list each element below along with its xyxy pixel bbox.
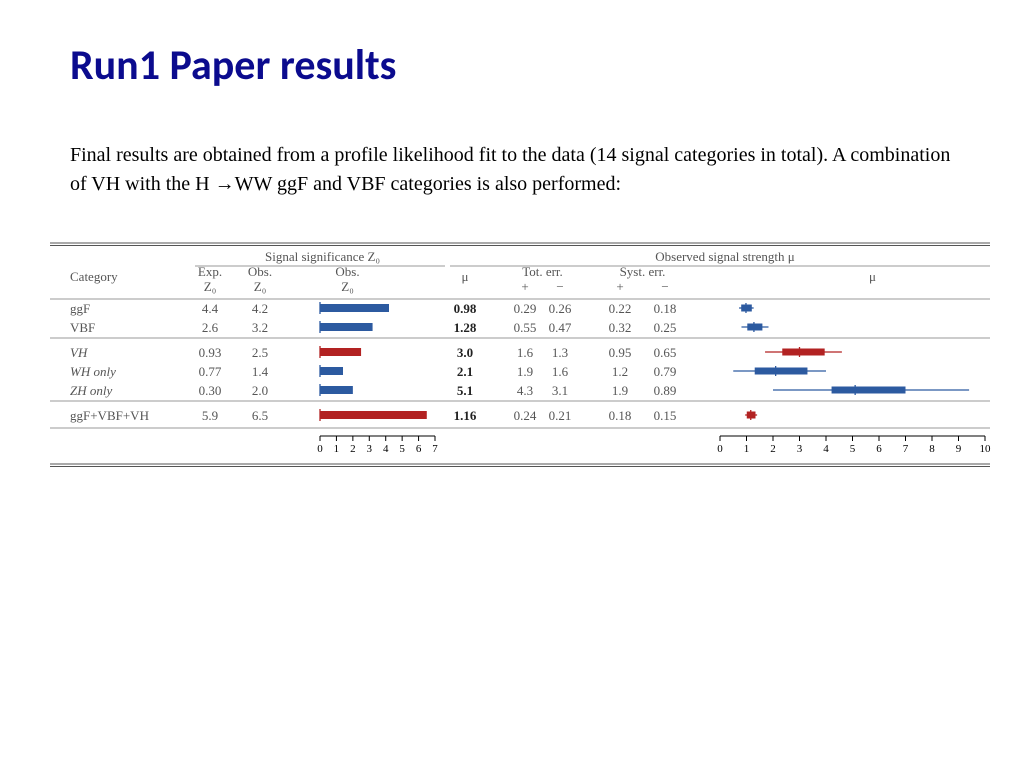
svg-text:0.98: 0.98 [454,301,477,316]
svg-text:0.18: 0.18 [609,408,632,423]
svg-text:6: 6 [876,443,882,455]
svg-text:3.1: 3.1 [552,383,568,398]
svg-text:0.89: 0.89 [654,383,677,398]
svg-text:5: 5 [399,443,405,455]
svg-text:VH: VH [70,345,88,360]
svg-text:0.79: 0.79 [654,364,677,379]
svg-text:−: − [661,279,668,294]
svg-text:0.32: 0.32 [609,320,632,335]
svg-text:Syst. err.: Syst. err. [620,264,666,279]
svg-text:ZH only: ZH only [70,383,112,398]
svg-text:0.47: 0.47 [549,320,572,335]
page-title: Run1 Paper results [70,40,964,91]
svg-text:2: 2 [350,443,356,455]
svg-text:0.29: 0.29 [514,301,537,316]
svg-text:Signal significance Z₀: Signal significance Z₀ [265,249,380,264]
svg-text:5.1: 5.1 [457,383,473,398]
svg-text:+: + [521,279,528,294]
svg-text:1: 1 [334,443,340,455]
svg-text:4.3: 4.3 [517,383,533,398]
svg-text:0.65: 0.65 [654,345,677,360]
svg-text:WH only: WH only [70,364,116,379]
svg-text:ggF: ggF [70,301,90,316]
svg-text:0.25: 0.25 [654,320,677,335]
svg-text:Z₀: Z₀ [341,279,353,294]
svg-text:0.26: 0.26 [549,301,572,316]
svg-text:4.2: 4.2 [252,301,268,316]
svg-text:+: + [616,279,623,294]
svg-text:8: 8 [929,443,935,455]
results-table: Signal significance Z₀ Observed signal st… [40,239,994,474]
svg-text:5.9: 5.9 [202,408,218,423]
svg-text:0.55: 0.55 [514,320,537,335]
svg-text:7: 7 [903,443,909,455]
svg-text:Observed signal strength μ: Observed signal strength μ [655,249,795,264]
svg-text:0.24: 0.24 [514,408,537,423]
svg-text:5: 5 [850,443,856,455]
svg-text:3.2: 3.2 [252,320,268,335]
svg-text:2: 2 [770,443,776,455]
svg-text:μ: μ [462,269,469,284]
svg-text:0.21: 0.21 [549,408,572,423]
svg-text:1.6: 1.6 [552,364,569,379]
svg-text:Obs.: Obs. [335,264,359,279]
svg-text:0: 0 [317,443,323,455]
svg-text:Z₀: Z₀ [254,279,266,294]
svg-text:2.1: 2.1 [457,364,473,379]
intro-text: Final results are obtained from a profil… [70,141,964,199]
svg-text:4: 4 [823,443,829,455]
svg-text:0.18: 0.18 [654,301,677,316]
svg-text:4: 4 [383,443,389,455]
svg-text:1.9: 1.9 [612,383,628,398]
svg-text:1.4: 1.4 [252,364,269,379]
svg-text:2.5: 2.5 [252,345,268,360]
svg-text:Tot. err.: Tot. err. [522,264,563,279]
svg-text:3: 3 [797,443,803,455]
svg-text:0.77: 0.77 [199,364,222,379]
svg-text:VBF: VBF [70,320,95,335]
svg-text:Z₀: Z₀ [204,279,216,294]
svg-text:9: 9 [956,443,962,455]
svg-text:1.9: 1.9 [517,364,533,379]
svg-text:1.3: 1.3 [552,345,568,360]
svg-text:ggF+VBF+VH: ggF+VBF+VH [70,408,149,423]
svg-text:10: 10 [980,443,992,455]
svg-text:2.6: 2.6 [202,320,219,335]
svg-text:Obs.: Obs. [248,264,272,279]
svg-text:6: 6 [416,443,422,455]
svg-text:3: 3 [367,443,373,455]
svg-text:3.0: 3.0 [457,345,473,360]
svg-text:1.2: 1.2 [612,364,628,379]
svg-text:Exp.: Exp. [198,264,222,279]
svg-text:−: − [556,279,563,294]
svg-text:1.28: 1.28 [454,320,477,335]
svg-text:0.22: 0.22 [609,301,632,316]
svg-text:1: 1 [744,443,750,455]
svg-text:1.6: 1.6 [517,345,534,360]
svg-text:0.93: 0.93 [199,345,222,360]
svg-text:6.5: 6.5 [252,408,268,423]
svg-text:4.4: 4.4 [202,301,219,316]
svg-text:0.95: 0.95 [609,345,632,360]
svg-text:0: 0 [717,443,723,455]
svg-text:Category: Category [70,269,118,284]
svg-text:7: 7 [432,443,438,455]
svg-text:0.15: 0.15 [654,408,677,423]
svg-text:1.16: 1.16 [454,408,477,423]
svg-text:μ: μ [869,269,876,284]
svg-text:2.0: 2.0 [252,383,268,398]
svg-text:0.30: 0.30 [199,383,222,398]
